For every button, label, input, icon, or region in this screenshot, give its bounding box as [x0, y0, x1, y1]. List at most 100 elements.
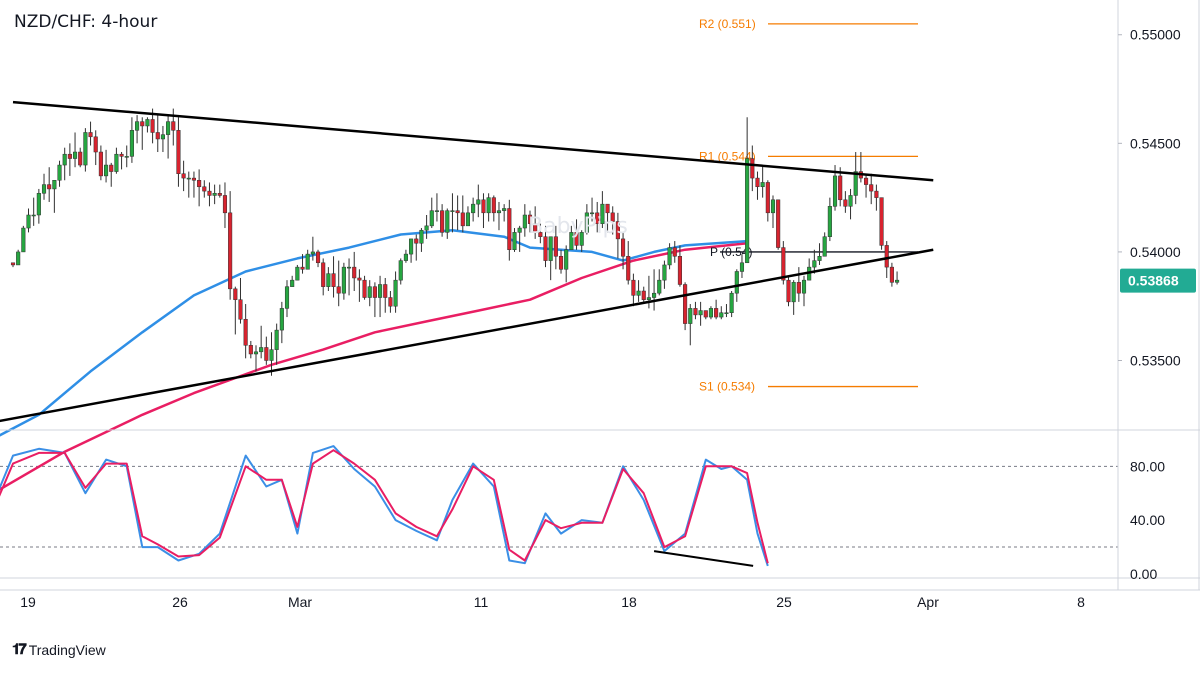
candle-body [181, 173, 186, 179]
candle-body [517, 227, 522, 233]
candle-body [548, 236, 553, 261]
candle-body [62, 153, 67, 166]
candle-body [564, 249, 569, 270]
candle-body [864, 177, 869, 185]
last-price-badge [1120, 268, 1196, 293]
candle-body [605, 203, 610, 214]
candle-body [595, 212, 600, 224]
candle-body [109, 164, 114, 172]
candle-body [150, 119, 155, 133]
candle-body [326, 273, 331, 287]
candle-body [403, 253, 408, 261]
candle-body [791, 282, 796, 303]
candle-body [155, 132, 160, 140]
candle-body [362, 279, 367, 298]
candle-body [217, 193, 222, 196]
candle-body [486, 197, 491, 214]
candle-body [522, 214, 527, 229]
oscillator-tick-label: 40.00 [1130, 512, 1165, 528]
candle-body [424, 225, 429, 231]
sma-200-layer [0, 241, 748, 491]
candle-body [579, 232, 584, 246]
candle-body [409, 238, 414, 255]
candle-body [729, 292, 734, 313]
candle-body [765, 182, 770, 214]
brand-footer[interactable]: 𝟏𝟕 TradingView [12, 641, 106, 658]
candle-body [228, 212, 233, 290]
candle-body [770, 199, 776, 214]
candle-body [21, 227, 26, 253]
candle-body [52, 180, 57, 190]
candle-body [212, 193, 217, 196]
brand-label: TradingView [28, 641, 106, 658]
candle-body [16, 251, 21, 266]
sma-200-line [0, 241, 748, 491]
candle-body [331, 273, 336, 287]
time-tick-label: Mar [288, 594, 312, 610]
candle-body [874, 190, 879, 198]
candle-body [848, 195, 853, 207]
candle-body [827, 206, 832, 237]
candle-body [786, 279, 791, 303]
candle-body [652, 292, 657, 298]
candle-body [207, 190, 212, 196]
candle-body [269, 349, 274, 361]
candle-body [445, 210, 450, 233]
candle-body [719, 312, 724, 318]
candle-body [398, 260, 403, 281]
time-tick-label: Apr [917, 594, 939, 610]
candle-body [57, 164, 62, 181]
candle-body [47, 184, 52, 190]
candle-body [315, 251, 321, 264]
candle-body [677, 256, 682, 285]
candle-body [347, 266, 352, 269]
candle-body [336, 286, 341, 294]
candle-body [455, 210, 460, 214]
candle-body [745, 158, 750, 264]
candle-body [621, 238, 626, 257]
trendlines-layer [0, 100, 934, 423]
candle-body [135, 121, 140, 131]
candle-body [279, 308, 284, 331]
oscillator-divergence-line [653, 550, 754, 567]
candle-body [889, 266, 894, 283]
stochastic-k-line [0, 445, 769, 567]
candle-body [440, 210, 445, 233]
oscillator-tick-label: 0.00 [1130, 566, 1157, 582]
candle-body [98, 151, 103, 177]
candle-body [615, 221, 620, 240]
candle-body [88, 132, 93, 138]
candle-body [274, 329, 279, 350]
candle-body [72, 151, 78, 159]
candle-body [657, 279, 662, 294]
candle-body [636, 290, 641, 296]
candle-body [238, 299, 243, 320]
candle-body [476, 199, 481, 205]
last-price-label: 0.53868 [1128, 273, 1179, 289]
candle-body [703, 310, 708, 318]
candle-body [553, 236, 558, 257]
candle-body [631, 279, 636, 296]
candle-body [507, 208, 512, 250]
candle-body [760, 182, 765, 188]
candle-body [259, 347, 264, 353]
price-tick-label: 0.55000 [1130, 27, 1181, 43]
candle-body [895, 279, 900, 283]
candle-body [378, 284, 383, 298]
pivot-level-label: R1 (0.544) [699, 149, 756, 163]
pivot-level-label: S1 (0.534) [699, 380, 755, 394]
candle-body [750, 158, 755, 179]
candle-body [626, 256, 631, 281]
candle-body [393, 279, 398, 307]
candle-body [243, 318, 248, 346]
candle-body [884, 245, 889, 268]
candle-body [662, 264, 667, 281]
price-tick-label: 0.54000 [1130, 244, 1181, 260]
candle-body [641, 290, 646, 300]
oscillator-layer [0, 445, 769, 567]
candle-body [801, 279, 807, 294]
candle-body [853, 171, 858, 196]
candle-body [357, 277, 362, 281]
candle-body [698, 310, 703, 316]
